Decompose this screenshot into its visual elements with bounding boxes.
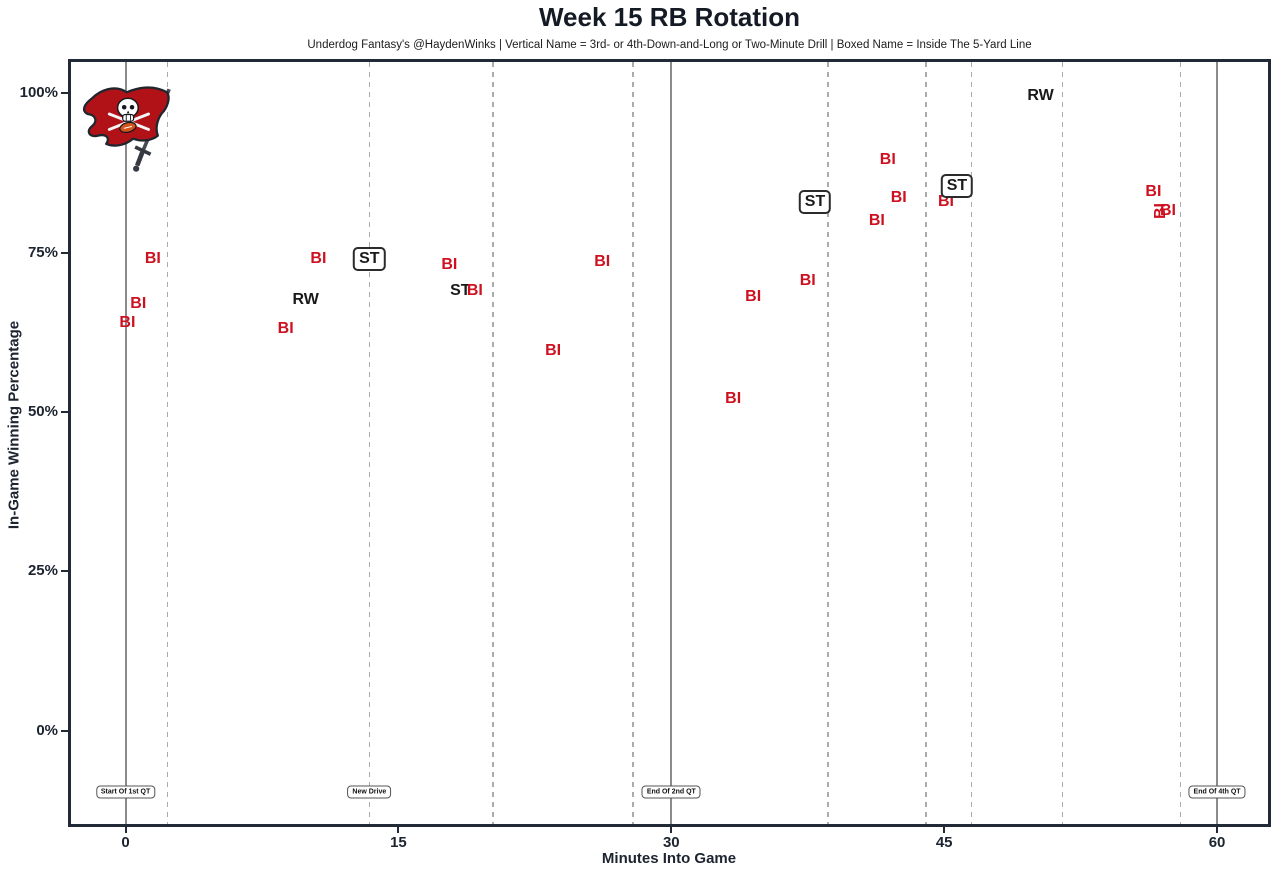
quarter-gridline: [670, 62, 673, 824]
x-tick-mark: [943, 827, 946, 833]
x-tick-label: 30: [662, 834, 680, 851]
drive-start-gridline: [1179, 62, 1182, 824]
y-tick-label: 50%: [27, 403, 58, 421]
chart-subtitle: Underdog Fantasy's @HaydenWinks | Vertic…: [307, 39, 1032, 51]
drive-start-gridline: [925, 62, 927, 824]
y-tick-label: 100%: [19, 84, 58, 102]
x-tick-mark: [397, 827, 400, 833]
data-point-label: BI: [879, 151, 896, 169]
data-point-label: ST: [798, 189, 832, 214]
drive-start-gridline: [827, 62, 829, 824]
data-point-label: BI: [277, 320, 294, 338]
buccaneers-flag-logo-icon: [82, 86, 171, 172]
data-point-label: BI: [1159, 202, 1176, 220]
x-tick-label: 60: [1208, 834, 1226, 851]
data-point-label: BI: [144, 250, 161, 268]
data-point-label: BI: [745, 288, 762, 306]
x-axis-title: Minutes Into Game: [601, 850, 737, 867]
quarter-gridline: [124, 62, 127, 824]
data-point-label: BI: [799, 272, 816, 290]
drive-start-gridline: [492, 62, 494, 824]
data-point-label: BI: [466, 281, 483, 299]
drive-start-gridline: [368, 62, 371, 824]
game-phase-annotation: New Drive: [347, 785, 392, 799]
y-tick-mark: [61, 92, 68, 95]
y-axis-title: In-Game Winning Percentage: [5, 320, 23, 530]
data-point-label: BI: [441, 256, 458, 274]
data-point-label: BI: [545, 342, 562, 360]
drive-start-gridline: [166, 62, 169, 824]
y-tick-label: 0%: [36, 721, 58, 739]
data-point-label: ST: [450, 281, 471, 299]
data-point-label: RW: [292, 291, 319, 309]
drive-start-gridline: [632, 62, 634, 824]
game-phase-annotation: End Of 2nd QT: [641, 785, 701, 799]
drive-start-gridline: [1061, 62, 1064, 824]
y-tick-mark: [61, 251, 68, 254]
drive-start-gridline: [970, 62, 973, 824]
chart-title: Week 15 RB Rotation: [538, 2, 800, 32]
y-tick-label: 25%: [27, 562, 58, 580]
data-point-label: BI: [890, 189, 907, 207]
quarter-gridline: [1216, 62, 1219, 824]
plot-area: BI BI BI BI RW BI ST BI ST BI BI BI BI BI BI ST BI BI BI BI…: [68, 59, 1271, 827]
game-phase-annotation: End Of 4th QT: [1188, 785, 1246, 799]
x-tick-mark: [124, 827, 127, 833]
y-tick-label: 75%: [27, 243, 58, 261]
data-point-label: BI: [1145, 183, 1162, 201]
x-tick-mark: [1216, 827, 1219, 833]
game-phase-annotation: Start Of 1st QT: [95, 785, 156, 799]
data-point-label: BI: [310, 250, 327, 268]
data-point-label: ST: [353, 247, 386, 272]
y-tick-mark: [61, 570, 68, 573]
x-tick-label: 45: [935, 834, 953, 851]
data-point-label: RW: [1027, 87, 1054, 105]
x-tick-label: 0: [121, 834, 130, 851]
data-point-label: BI: [594, 253, 611, 271]
data-point-label: ST: [940, 173, 974, 198]
data-point-label: BI: [130, 294, 147, 312]
x-tick-mark: [670, 827, 673, 833]
data-point-label: BI: [868, 211, 885, 229]
x-tick-label: 15: [390, 834, 407, 851]
data-point-label: BI: [119, 313, 136, 331]
data-point-label: BI: [725, 390, 742, 408]
y-tick-mark: [61, 411, 68, 414]
y-tick-mark: [61, 729, 68, 732]
